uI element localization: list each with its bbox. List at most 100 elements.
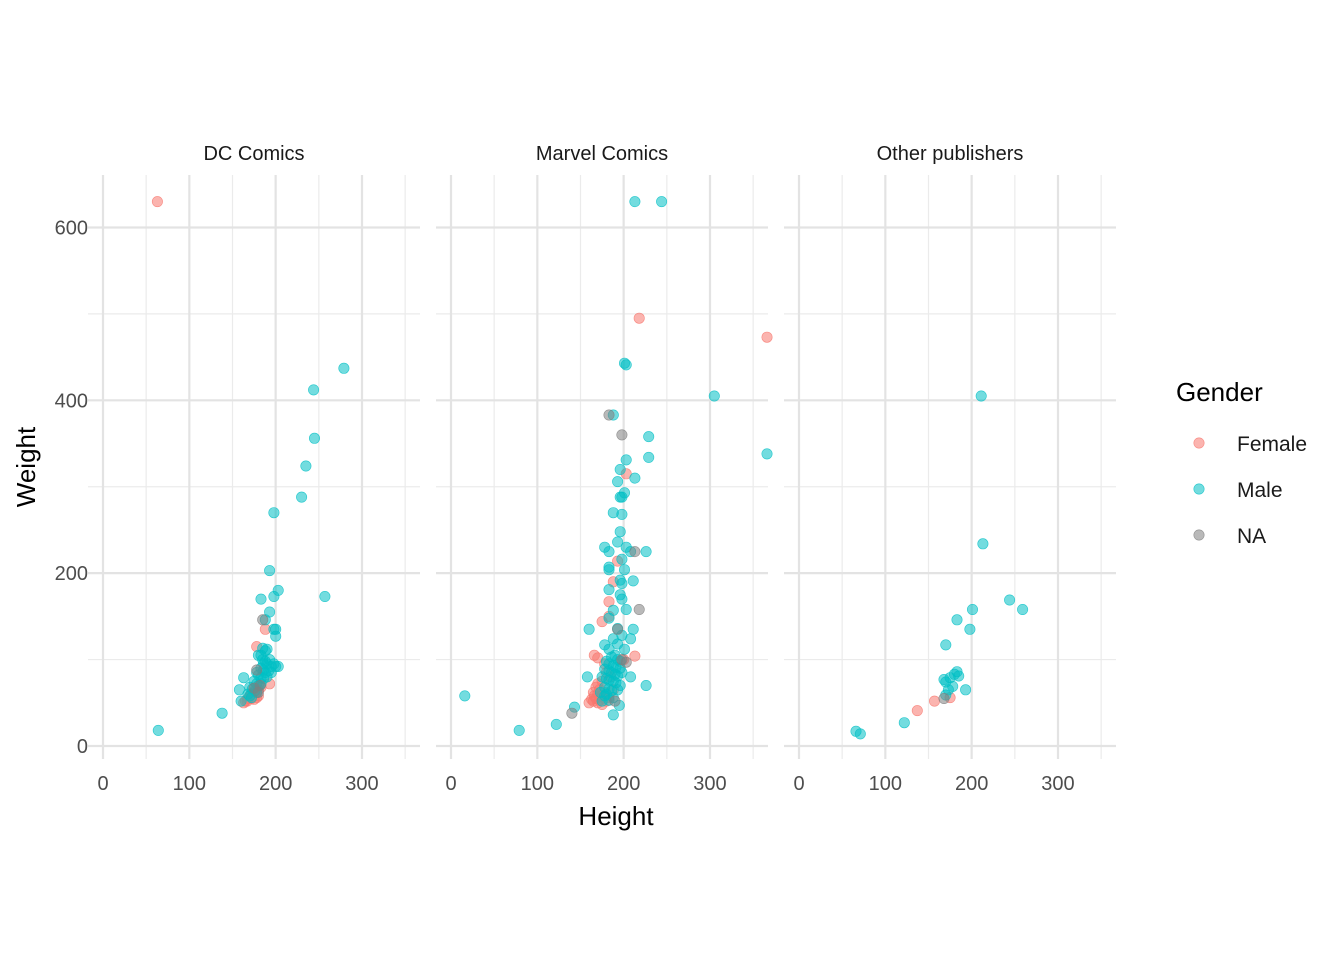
data-point xyxy=(583,623,595,635)
y-tick-label: 600 xyxy=(55,217,88,239)
data-point xyxy=(625,633,637,645)
data-point xyxy=(258,658,270,670)
data-point xyxy=(928,695,940,707)
data-point xyxy=(612,623,624,635)
data-point xyxy=(643,431,655,443)
data-point xyxy=(252,686,264,698)
legend-key xyxy=(1193,483,1205,495)
data-point xyxy=(964,623,976,635)
data-point xyxy=(627,623,639,635)
data-point xyxy=(761,448,773,460)
data-point xyxy=(257,614,269,626)
x-tick-label: 300 xyxy=(345,773,378,795)
x-tick-label: 200 xyxy=(607,773,640,795)
data-point xyxy=(264,565,276,577)
data-point xyxy=(977,538,989,550)
x-tick-label: 200 xyxy=(955,773,988,795)
data-point xyxy=(238,672,250,684)
series-na xyxy=(248,614,269,698)
data-point xyxy=(581,671,593,683)
data-point xyxy=(151,196,163,208)
data-point xyxy=(1004,594,1016,606)
y-tick-label: 400 xyxy=(55,390,88,412)
data-point xyxy=(152,724,164,736)
data-point xyxy=(255,593,267,605)
data-point xyxy=(620,603,632,615)
data-point xyxy=(603,564,615,576)
facet-panel: Other publishers 0 100 200 300 xyxy=(784,143,1116,795)
data-point xyxy=(633,312,645,324)
data-point xyxy=(854,728,866,740)
data-point xyxy=(614,491,626,503)
x-tick-label: 0 xyxy=(793,773,804,795)
data-point xyxy=(629,650,641,662)
data-point xyxy=(616,593,628,605)
data-point xyxy=(612,536,624,548)
data-point xyxy=(616,577,628,589)
data-point xyxy=(616,429,628,441)
data-point xyxy=(1017,603,1029,615)
series-na xyxy=(938,692,950,704)
data-point xyxy=(296,491,308,503)
data-point xyxy=(264,606,276,618)
legend-label: Female xyxy=(1237,433,1307,456)
legend-item-female: Female xyxy=(1193,433,1307,456)
data-point xyxy=(270,630,282,642)
data-point xyxy=(616,508,628,520)
data-point xyxy=(643,451,655,463)
data-point xyxy=(607,709,619,721)
data-point xyxy=(640,679,652,691)
legend-label: NA xyxy=(1237,525,1266,548)
series-male xyxy=(850,390,1029,740)
data-point xyxy=(640,546,652,558)
data-point xyxy=(268,590,280,602)
data-point xyxy=(708,390,720,402)
data-point xyxy=(308,384,320,396)
data-point xyxy=(951,614,963,626)
y-tick-label: 200 xyxy=(55,563,88,585)
data-point xyxy=(627,575,639,587)
x-tick-label: 100 xyxy=(521,773,554,795)
data-point xyxy=(268,507,280,519)
data-point xyxy=(940,639,952,651)
x-tick-label: 300 xyxy=(693,773,726,795)
data-point xyxy=(938,692,950,704)
legend-key xyxy=(1193,529,1205,541)
facet-title: Other publishers xyxy=(877,143,1024,165)
x-axis-title: Height xyxy=(578,801,654,831)
data-point xyxy=(633,603,645,615)
facet-title: DC Comics xyxy=(203,143,304,165)
data-point xyxy=(614,526,626,538)
data-point xyxy=(603,584,615,596)
data-point xyxy=(656,196,668,208)
legend-title: Gender xyxy=(1176,377,1263,407)
data-point xyxy=(960,684,972,696)
legend-item-na: NA xyxy=(1193,525,1266,548)
data-point xyxy=(319,590,331,602)
data-point xyxy=(625,671,637,683)
y-tick-label: 0 xyxy=(77,736,88,758)
data-point xyxy=(966,603,978,615)
data-point xyxy=(620,454,632,466)
facet-title: Marvel Comics xyxy=(536,143,668,165)
data-point xyxy=(550,718,562,730)
data-point xyxy=(459,690,471,702)
data-point xyxy=(629,196,641,208)
data-point xyxy=(566,707,578,719)
data-point xyxy=(603,546,615,558)
facet-panel: Marvel Comics 0 100 200 300 xyxy=(436,143,773,795)
data-point xyxy=(338,362,350,374)
data-point xyxy=(911,705,923,717)
data-point xyxy=(612,476,624,488)
data-point xyxy=(618,564,630,576)
data-point xyxy=(216,707,228,719)
data-point xyxy=(618,357,630,369)
data-point xyxy=(975,390,987,402)
series-male xyxy=(459,196,773,736)
facet-panel: DC Comics 0 100 200 300 0 200 400 600 xyxy=(55,143,420,795)
series-male xyxy=(152,362,350,736)
data-point xyxy=(513,724,525,736)
data-point xyxy=(616,553,628,565)
data-point xyxy=(629,472,641,484)
